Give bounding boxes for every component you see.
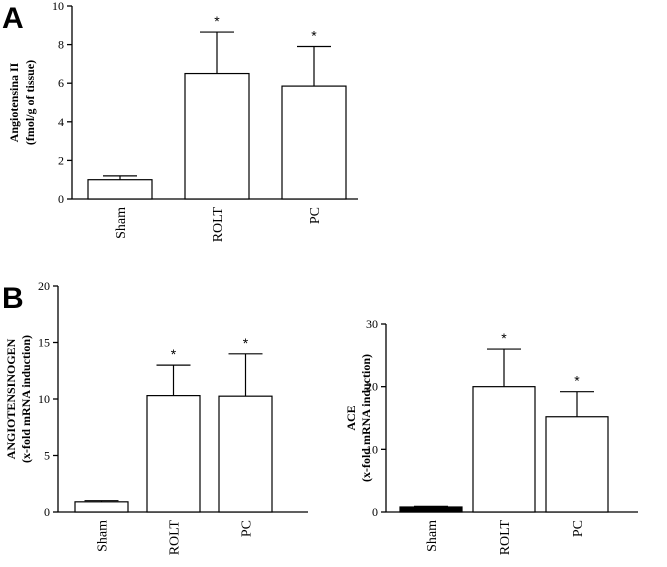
bar-sham bbox=[399, 506, 463, 513]
bar-pc bbox=[281, 85, 347, 200]
bar-rolt bbox=[146, 395, 201, 513]
category-label-sham: Sham bbox=[425, 520, 440, 552]
y-tick-label: 6 bbox=[58, 76, 64, 90]
bar-rolt bbox=[472, 386, 536, 513]
category-label-pc: PC bbox=[571, 520, 586, 537]
significance-star: * bbox=[311, 28, 317, 44]
bar-pc bbox=[545, 416, 609, 513]
bar-pc bbox=[218, 395, 273, 513]
category-label-rolt: ROLT bbox=[211, 207, 226, 243]
panel-letter-a: A bbox=[2, 2, 24, 35]
category-label-rolt: ROLT bbox=[168, 520, 183, 556]
y-tick-label: 5 bbox=[44, 449, 50, 463]
y-tick-label: 2 bbox=[58, 153, 64, 167]
y-tick-label: 10 bbox=[52, 0, 64, 13]
y-axis-title: (fmol/g of tissue) bbox=[23, 60, 37, 145]
y-tick-label: 0 bbox=[58, 192, 64, 206]
y-axis-title: (x-fold mRNA induction) bbox=[19, 335, 33, 463]
y-axis-title: Angiotensina II bbox=[7, 62, 21, 142]
y-tick-label: 30 bbox=[366, 317, 378, 331]
y-tick-label: 20 bbox=[38, 279, 50, 293]
y-tick-label: 0 bbox=[372, 505, 378, 519]
category-label-pc: PC bbox=[308, 207, 323, 224]
chart-ace: 0 10 20 30 ACE (x-fold mRNA induction) Sham * RO… bbox=[344, 317, 638, 555]
chart-angiotensinogen: 0 5 10 15 20 ANGIOTENSINOGEN (x-fold mRNA indu… bbox=[4, 279, 308, 555]
y-tick-label: 4 bbox=[58, 115, 64, 129]
panel-letter-b: B bbox=[2, 282, 24, 315]
significance-star: * bbox=[574, 373, 580, 389]
y-axis-title: (x-fold mRNA induction) bbox=[359, 354, 373, 482]
significance-star: * bbox=[171, 346, 177, 362]
bar-rolt bbox=[184, 72, 250, 200]
category-label-rolt: ROLT bbox=[498, 520, 513, 556]
y-tick-label: 15 bbox=[38, 336, 50, 350]
y-axis-title: ANGIOTENSINOGEN bbox=[4, 338, 18, 459]
y-tick-label: 8 bbox=[58, 38, 64, 52]
significance-star: * bbox=[243, 335, 249, 351]
category-label-sham: Sham bbox=[96, 520, 111, 552]
y-axis-title: ACE bbox=[344, 405, 358, 430]
significance-star: * bbox=[501, 330, 507, 346]
category-label-sham: Sham bbox=[114, 207, 129, 239]
category-label-pc: PC bbox=[240, 520, 255, 537]
chart-angiotensin-ii: 0 2 4 6 8 10 Angiotensina II (fmol/g of tissue)… bbox=[7, 0, 358, 242]
y-tick-label: 0 bbox=[44, 505, 50, 519]
bar-sham bbox=[87, 179, 153, 200]
y-tick-label: 10 bbox=[366, 442, 378, 456]
y-tick-label: 10 bbox=[38, 392, 50, 406]
y-tick-label: 20 bbox=[366, 380, 378, 394]
significance-star: * bbox=[214, 13, 220, 29]
bar-sham bbox=[74, 501, 129, 513]
